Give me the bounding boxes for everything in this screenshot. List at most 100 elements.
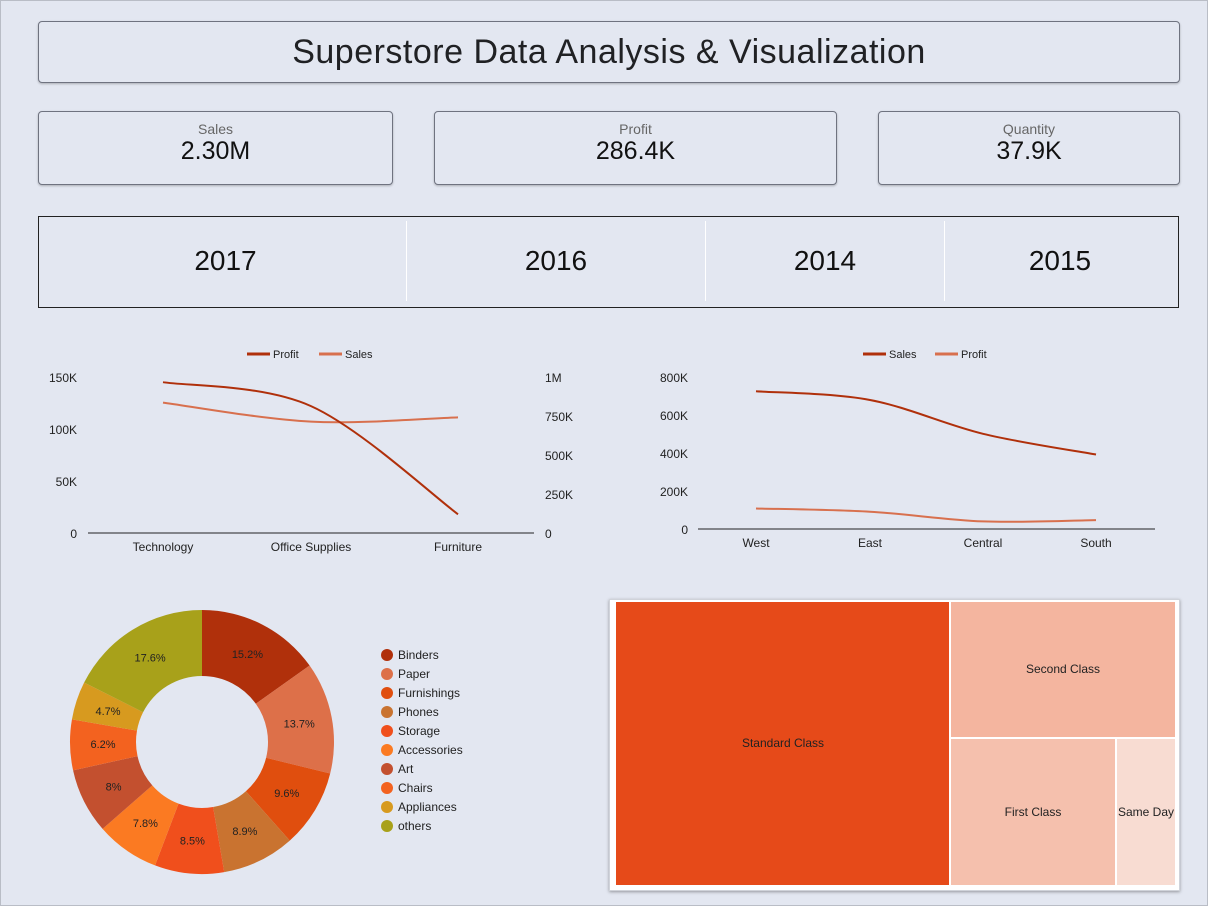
donut-slice[interactable] — [73, 756, 153, 829]
kpi-quantity-value: 37.9K — [996, 137, 1062, 165]
treemap-cell-standard-class[interactable] — [616, 602, 949, 885]
chart1-y-right-tick: 500K — [545, 449, 573, 463]
year-button-4[interactable]: 2015 — [1028, 245, 1092, 276]
chart2-series-profit-line — [755, 507, 1097, 523]
kpi-profit-label: Profit — [619, 121, 652, 137]
year-filter: 2017 2016 2014 2015 — [38, 216, 1179, 308]
chart1-y-left-tick: 150K — [49, 371, 77, 385]
donut-labels: 15.2% 13.7% 9.6% 8.9% 8.5% 7.8% 8% 6.2% 4.7% 17.6… — [90, 649, 315, 848]
donut-legend-label: Storage — [398, 724, 440, 738]
region-line-chart: Sales Profit 800K 600K 400K 200K 0 West … — [660, 349, 1155, 550]
donut-slice[interactable] — [84, 610, 202, 713]
subcategory-donut-chart: 15.2% 13.7% 9.6% 8.9% 8.5% 7.8% 8% 6.2% 4.7% 17.6… — [69, 610, 463, 874]
donut-slice[interactable] — [245, 757, 331, 841]
donut-slice-label: 8.9% — [232, 826, 257, 838]
chart1-x-tick: Furniture — [434, 540, 482, 554]
chart2-y-ticks: 800K 600K 400K 200K 0 — [660, 371, 688, 537]
donut-legend-label: Phones — [398, 705, 439, 719]
donut-slice-label: 6.2% — [90, 739, 115, 751]
kpi-sales-value: 2.30M — [180, 137, 251, 165]
treemap-label-second-class: Second Class — [1026, 662, 1100, 676]
donut-slice[interactable] — [102, 785, 179, 866]
donut-legend-label: Furnishings — [398, 686, 460, 700]
chart2-x-tick: West — [742, 536, 770, 550]
chart2-y-tick: 400K — [660, 447, 688, 461]
kpi-profit-card: Profit 286.4K — [434, 111, 837, 185]
donut-legend-swatch — [381, 820, 393, 832]
donut-slice-label: 17.6% — [134, 653, 165, 665]
chart1-y-right-tick: 250K — [545, 488, 573, 502]
donut-legend-label: Appliances — [398, 800, 457, 814]
year-button-3[interactable]: 2014 — [706, 221, 945, 301]
donut-slice[interactable] — [255, 665, 334, 774]
donut-legend-label: others — [398, 819, 431, 833]
donut-legend-swatch — [381, 744, 393, 756]
chart1-legend-profit-label: Profit — [273, 349, 299, 361]
donut-slice-label: 8.5% — [180, 836, 205, 848]
chart2-x-tick: South — [1080, 536, 1111, 550]
donut-slice-label: 7.8% — [133, 818, 158, 830]
chart1-x-tick: Technology — [133, 540, 194, 554]
year-button-2[interactable]: 2016 — [407, 221, 706, 301]
chart2-x-ticks: West East Central South — [742, 536, 1111, 550]
donut-slice[interactable] — [71, 682, 144, 731]
donut-slice[interactable] — [213, 791, 290, 873]
donut-slice-label: 9.6% — [274, 788, 299, 800]
donut-slice-label: 8% — [106, 782, 122, 794]
year-button-1[interactable]: 2017 — [45, 221, 407, 301]
kpi-quantity-card: Quantity 37.9K — [878, 111, 1180, 185]
chart1-y-right-tick: 1M — [545, 371, 562, 385]
chart2-y-tick: 200K — [660, 485, 688, 499]
chart1-series-profit-line — [162, 381, 459, 516]
donut-legend-label: Accessories — [398, 743, 463, 757]
chart2-legend-sales-label: Sales — [889, 349, 917, 361]
donut-legend-swatch — [381, 706, 393, 718]
chart2-y-tick: 0 — [681, 523, 688, 537]
chart1-legend-sales-label: Sales — [345, 349, 373, 361]
chart1-y-left-ticks: 150K 100K 50K 0 — [49, 371, 77, 541]
donut-slice[interactable] — [202, 610, 310, 704]
donut-slice-label: 13.7% — [284, 718, 315, 730]
donut-legend-swatch — [381, 763, 393, 775]
ship-mode-treemap: Standard Class Second Class First Class … — [609, 599, 1180, 891]
chart1-legend: Profit Sales — [247, 349, 373, 361]
treemap-label-same-day: Same Day — [1118, 805, 1174, 819]
donut-legend-swatch — [381, 725, 393, 737]
kpi-sales-label: Sales — [197, 121, 234, 137]
donut-legend-swatch — [381, 782, 393, 794]
kpi-sales-card: Sales 2.30M — [38, 111, 393, 185]
treemap-cell-second-class[interactable] — [951, 602, 1175, 737]
donut-legend-swatch — [381, 649, 393, 661]
page-title: Superstore Data Analysis & Visualization — [38, 21, 1180, 83]
chart2-y-tick: 600K — [660, 409, 688, 423]
treemap-label-first-class: First Class — [1005, 805, 1062, 819]
chart1-y-left-tick: 50K — [56, 475, 77, 489]
chart1-x-ticks: Technology Office Supplies Furniture — [133, 540, 483, 554]
donut-legend-label: Paper — [398, 667, 430, 681]
chart1-x-tick: Office Supplies — [271, 540, 352, 554]
donut-legend-label: Chairs — [398, 781, 433, 795]
donut-legend: Binders Paper Furnishings Phones Storage Acce… — [381, 648, 463, 833]
donut-slice[interactable] — [69, 719, 138, 771]
treemap-cell-same-day[interactable] — [1117, 739, 1175, 885]
donut-slices — [69, 610, 334, 874]
donut-legend-label: Art — [398, 762, 414, 776]
donut-legend-swatch — [381, 687, 393, 699]
chart2-y-tick: 800K — [660, 371, 688, 385]
donut-slice-label: 4.7% — [95, 706, 120, 718]
chart1-y-left-tick: 0 — [70, 527, 77, 541]
chart1-y-right-tick: 0 — [545, 527, 552, 541]
treemap-label-standard-class: Standard Class — [742, 736, 824, 750]
donut-legend-swatch — [381, 668, 393, 680]
chart2-series-sales-line — [755, 390, 1097, 456]
chart2-x-tick: East — [858, 536, 883, 550]
kpi-profit-value: 286.4K — [595, 137, 676, 165]
chart2-x-tick: Central — [964, 536, 1003, 550]
donut-legend-swatch — [381, 801, 393, 813]
chart1-y-right-tick: 750K — [545, 410, 573, 424]
chart1-series-sales-line — [162, 401, 459, 424]
kpi-quantity-label: Quantity — [1002, 121, 1056, 137]
donut-slice[interactable] — [155, 803, 225, 874]
treemap-cell-first-class[interactable] — [951, 739, 1115, 885]
donut-slice-label: 15.2% — [232, 649, 263, 661]
